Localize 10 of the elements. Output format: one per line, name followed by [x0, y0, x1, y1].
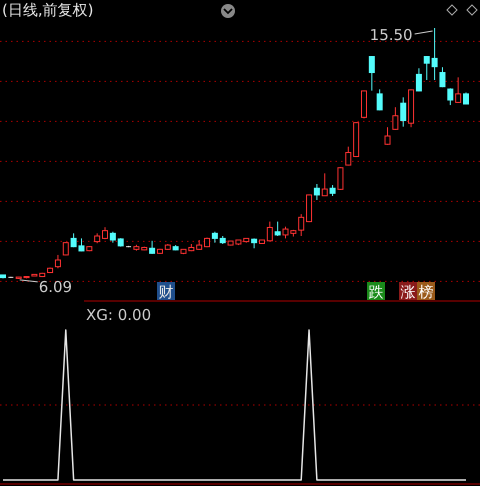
annotation: 15.50: [370, 26, 413, 44]
annotation: 跌: [368, 283, 384, 301]
annotation: 榜: [418, 283, 434, 301]
chart-title: XG: 0.00: [86, 306, 152, 324]
annotation: 财: [158, 283, 174, 301]
chart-title: (日线,前复权): [2, 1, 94, 19]
annotation: 涨: [400, 283, 416, 301]
annotation: 6.09: [38, 278, 72, 296]
candlestick: [54, 254, 61, 269]
candlestick: [314, 184, 320, 200]
